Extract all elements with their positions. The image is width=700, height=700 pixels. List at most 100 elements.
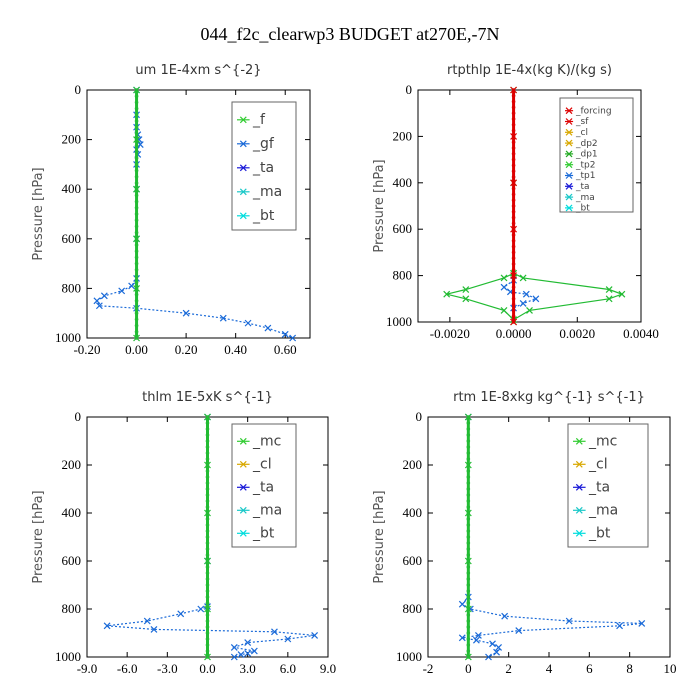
data-point (205, 517, 210, 521)
data-point (466, 427, 471, 431)
data-point-b (526, 306, 533, 314)
data-point-b (532, 295, 540, 303)
data-point (511, 163, 516, 168)
data-point (205, 445, 210, 449)
legend-entry: _sf (575, 117, 589, 127)
x-tick-label: 8 (626, 661, 633, 676)
data-point (466, 541, 471, 545)
data-point (205, 511, 210, 515)
data-point (205, 415, 210, 419)
legend-marker-b (575, 483, 583, 491)
y-tick-label: 800 (403, 601, 423, 616)
data-point (466, 421, 471, 425)
data-point-b (605, 286, 613, 293)
data-point (205, 451, 210, 455)
data-point (134, 292, 139, 297)
legend-marker-b (565, 139, 573, 147)
data-point-b (565, 617, 573, 625)
legend-entry: _ma (252, 184, 282, 200)
data-point (511, 239, 516, 243)
plot-frame (417, 89, 642, 323)
data-point (466, 547, 471, 551)
legend-entry: _ma (575, 193, 595, 203)
data-point (134, 131, 139, 136)
legend-entry: _mc (252, 434, 281, 450)
data-point-b (443, 290, 451, 298)
data-point (134, 268, 139, 272)
data-point (205, 475, 210, 479)
data-point (134, 317, 139, 322)
legend-entry: _cl (252, 457, 272, 473)
data-point (466, 439, 471, 443)
y-axis-label: Pressure [hPa] (31, 490, 46, 583)
data-point (134, 181, 139, 185)
data-point (466, 517, 471, 521)
legend-marker-b (565, 161, 573, 169)
data-point (205, 499, 210, 503)
data-point (205, 421, 210, 425)
data-point (511, 181, 516, 185)
data-point-b (474, 631, 482, 639)
y-tick-label: 200 (393, 128, 413, 143)
data-point (134, 299, 139, 303)
x-tick-label: 0.0 (199, 661, 215, 676)
data-point (205, 601, 210, 605)
data-point (466, 505, 471, 509)
legend: _forcing_sf_cl_dp2_dp1_tp2_tp1_ta_ma_bt (559, 97, 634, 214)
y-tick-label: 600 (62, 231, 82, 246)
data-point (511, 210, 516, 214)
y-tick-label: 1000 (55, 649, 81, 664)
data-point (511, 244, 516, 249)
y-tick-label: 800 (62, 280, 82, 295)
legend-marker-b (565, 182, 573, 190)
data-point (511, 123, 516, 127)
plot-frame (86, 89, 311, 339)
data-point (205, 565, 210, 569)
data-point (511, 111, 516, 115)
data-point (134, 255, 139, 260)
x-tick-label: 0.0000 (496, 326, 532, 341)
data-point-b (501, 612, 509, 620)
x-tick-label: 9.0 (320, 661, 336, 676)
data-point-b (500, 274, 508, 282)
data-point-b (638, 619, 646, 627)
data-point (511, 152, 516, 156)
x-tick-label: -0.0020 (430, 326, 470, 341)
data-point-b (605, 295, 613, 303)
data-point (134, 168, 139, 173)
data-point (466, 643, 471, 647)
data-point (134, 113, 139, 117)
data-point (511, 134, 516, 139)
x-tick-label: 0.0020 (559, 326, 595, 341)
data-point (205, 619, 210, 623)
x-tick-label: 6.0 (280, 661, 296, 676)
data-point-b (493, 648, 500, 656)
y-tick-label: 600 (62, 553, 82, 568)
data-point-b (281, 330, 289, 338)
data-point-b (462, 295, 470, 303)
data-point (205, 535, 210, 539)
data-point (134, 212, 139, 216)
data-point-b (95, 302, 103, 310)
data-point (466, 511, 471, 515)
data-point-b (150, 625, 158, 633)
data-point-b (128, 282, 136, 290)
data-point (511, 94, 516, 98)
data-point (511, 302, 516, 307)
y-tick-label: 200 (62, 132, 82, 147)
data-point-b (500, 283, 508, 291)
data-point-b (458, 600, 466, 608)
data-point (205, 583, 210, 587)
legend-entry: _f (252, 112, 266, 128)
data-point-b (519, 274, 527, 282)
data-point (205, 631, 210, 635)
data-point (511, 291, 516, 295)
data-point (511, 250, 516, 255)
data-point (134, 193, 139, 198)
data-point (466, 457, 471, 461)
data-point-b (515, 627, 523, 635)
data-point (511, 128, 516, 133)
data-point-b (519, 300, 527, 307)
legend-box (559, 97, 634, 213)
